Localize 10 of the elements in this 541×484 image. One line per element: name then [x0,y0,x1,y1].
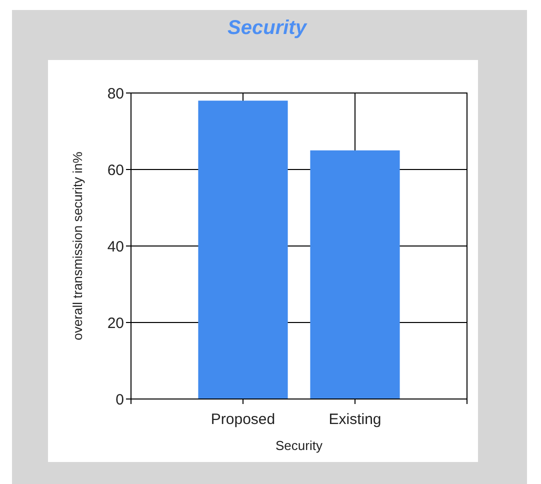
y-tick-label: 20 [107,314,124,332]
chart-title: Security [228,17,308,39]
x-tick-label: Existing [328,411,382,428]
y-axis-title: overall transmission security in% [70,151,85,340]
y-tick-label: 40 [107,238,124,256]
y-tick-label: 60 [107,162,124,179]
y-tick-label: 0 [116,391,124,408]
y-tick-label: 80 [107,85,124,102]
x-axis-title: Security [276,438,323,453]
x-tick-label: Proposed [210,411,276,428]
